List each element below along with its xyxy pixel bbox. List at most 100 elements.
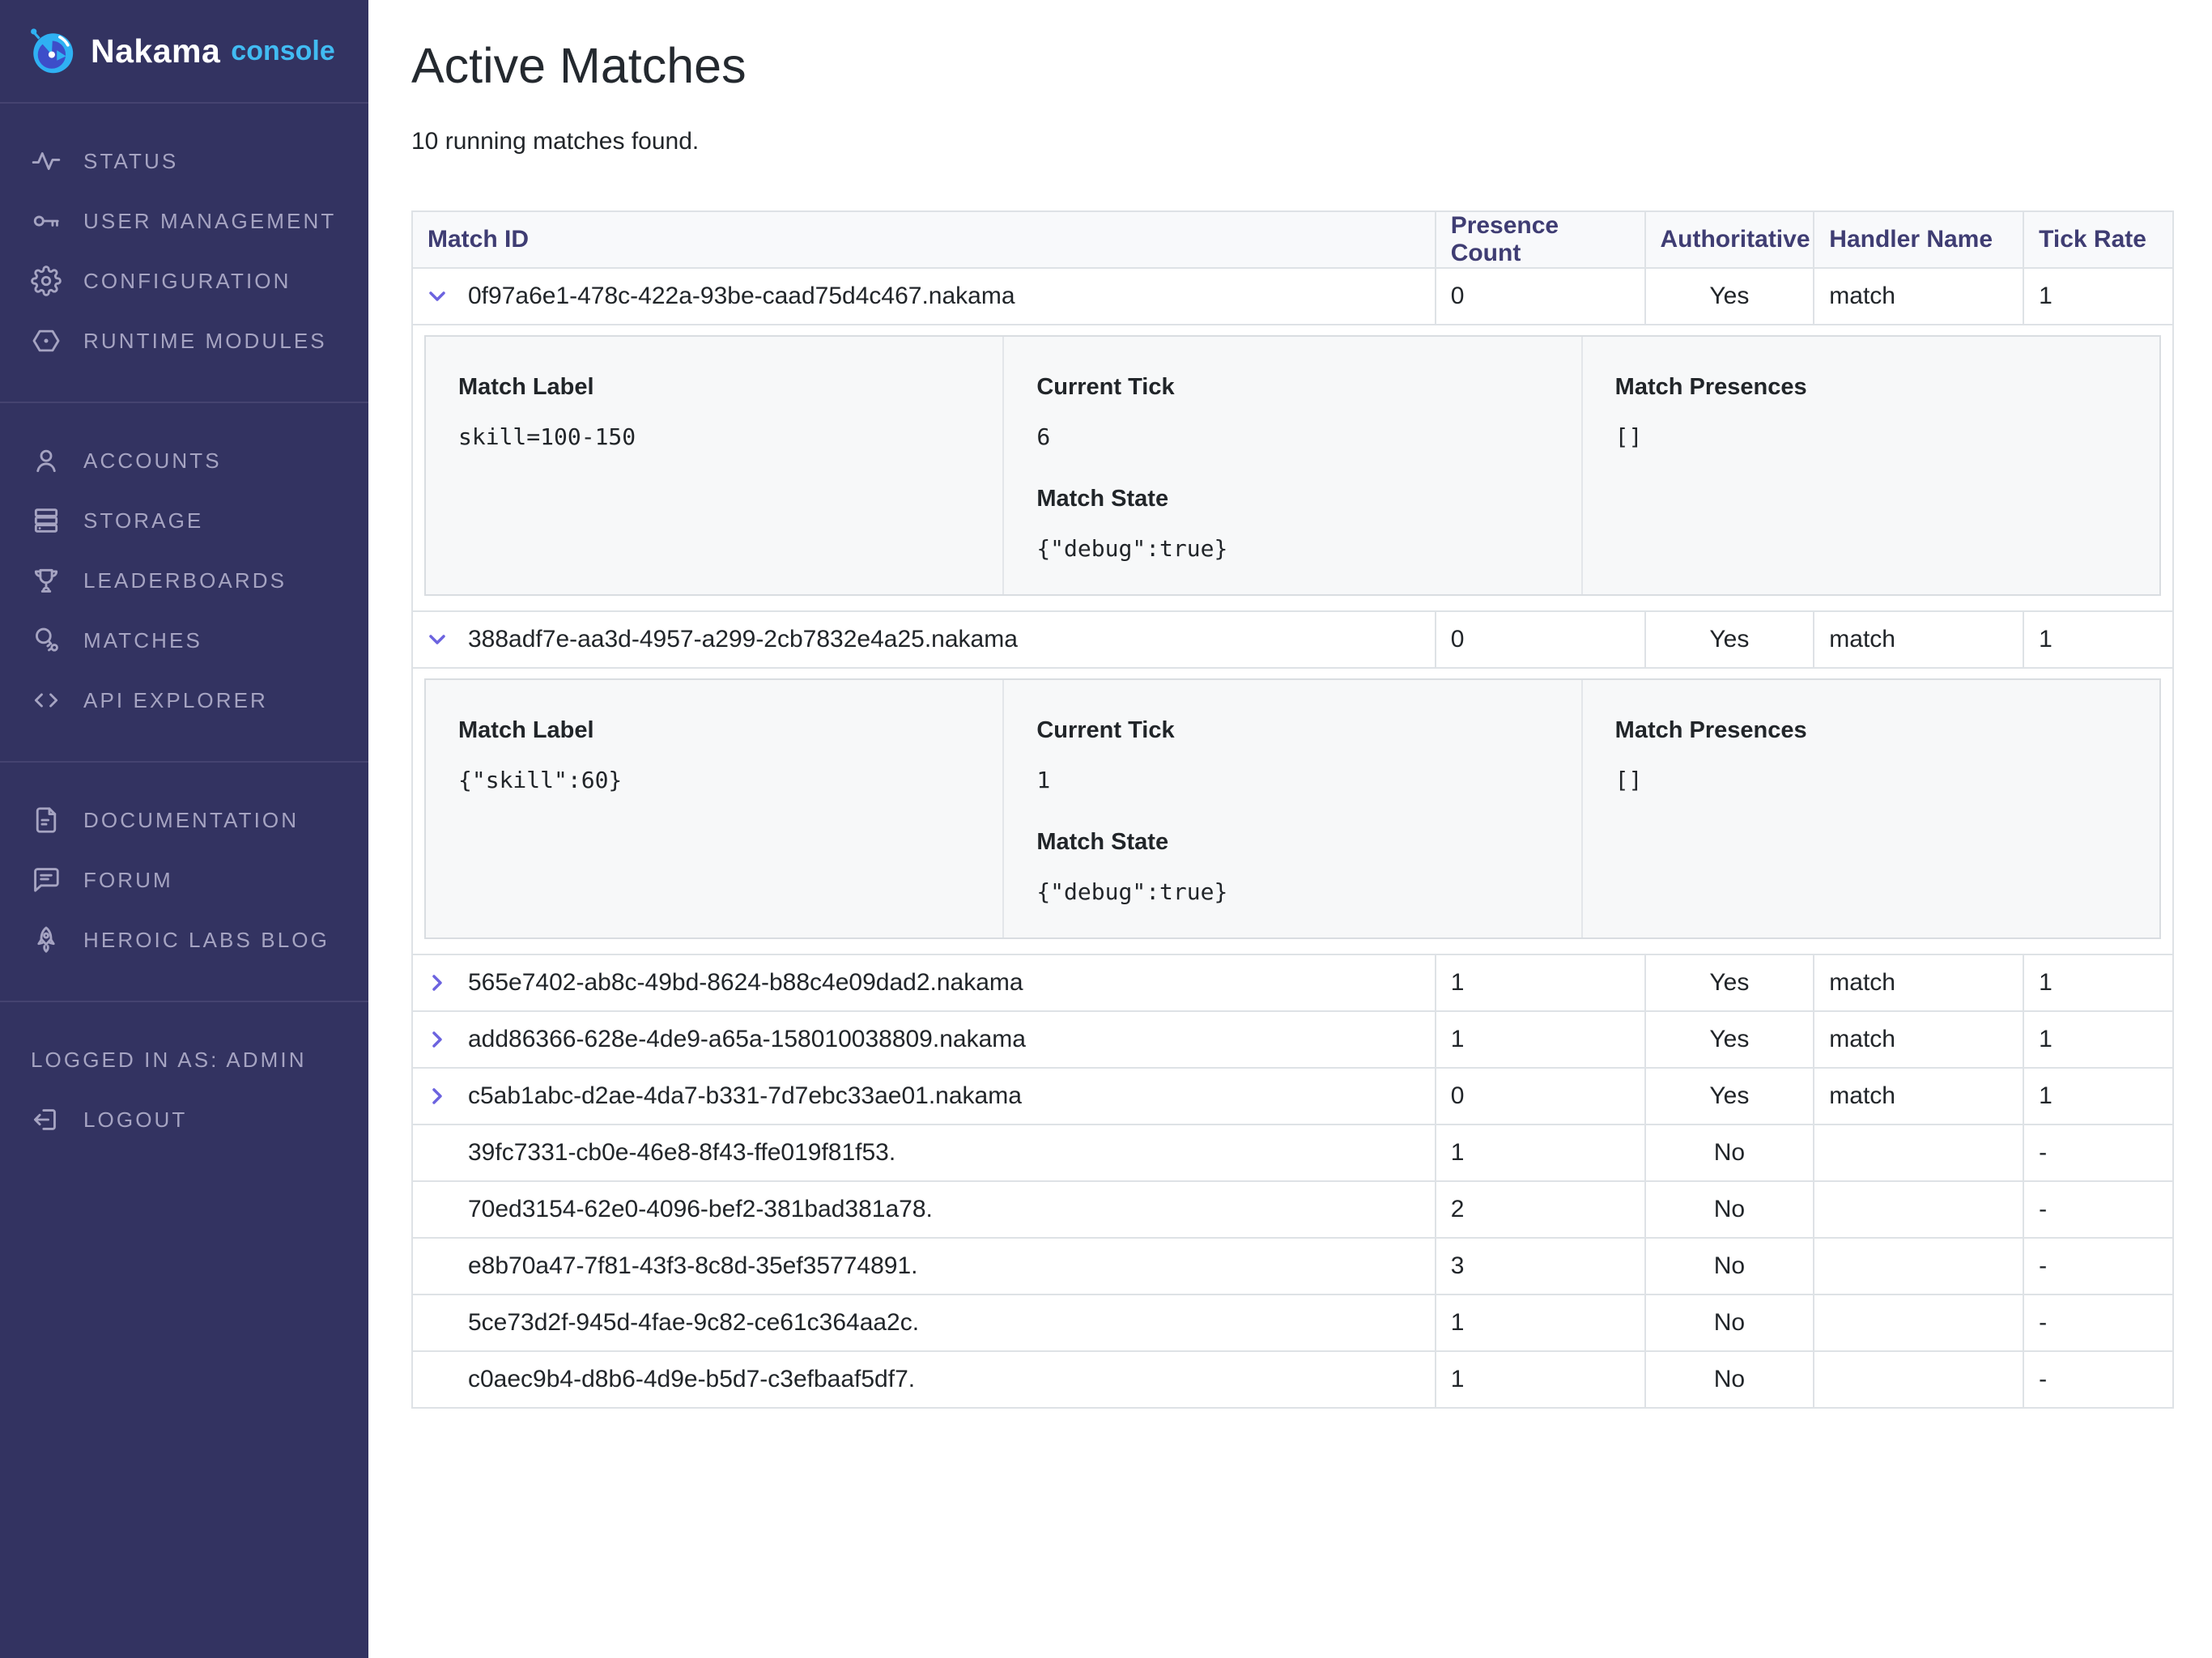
- match-state-title: Match State: [1036, 486, 1169, 512]
- match-presences-title: Match Presences: [1614, 374, 1807, 401]
- tick-rate: -: [2023, 1237, 2174, 1296]
- presence-count: 3: [1434, 1237, 1646, 1296]
- match-tick-state-section: Current Tick 1 Match State {"debug":true…: [1002, 680, 1580, 938]
- match-label-value: skill=100-150: [458, 423, 636, 451]
- matches-count-text: 10 running matches found.: [411, 128, 700, 155]
- presence-count: 1: [1434, 1294, 1646, 1353]
- match-id: c5ab1abc-d2ae-4da7-b331-7d7ebc33ae01.nak…: [468, 1082, 1022, 1110]
- presence-count: 2: [1434, 1180, 1646, 1239]
- sidebar-item-label: CONFIGURATION: [83, 268, 291, 293]
- hexagon-icon: [32, 329, 60, 352]
- sidebar-item-label: STATUS: [83, 148, 179, 173]
- table-row[interactable]: 0f97a6e1-478c-422a-93be-caad75d4c467.nak…: [411, 267, 2174, 326]
- sidebar-item-runtime-modules[interactable]: RUNTIME MODULES: [0, 311, 368, 371]
- presence-count: 1: [1434, 954, 1646, 1013]
- col-header-tick-rate: Tick Rate: [2023, 210, 2174, 270]
- sidebar: Nakama console STATUS USER MANAGEMENT CO…: [0, 0, 368, 1658]
- server-icon: [34, 508, 58, 533]
- table-row: c0aec9b4-d8b6-4d9e-b5d7-c3efbaaf5df7. 1 …: [411, 1350, 2174, 1409]
- match-id: 565e7402-ab8c-49bd-8624-b88c4e09dad2.nak…: [468, 969, 1023, 997]
- handler-name: match: [1813, 954, 2025, 1013]
- table-row[interactable]: c5ab1abc-d2ae-4da7-b331-7d7ebc33ae01.nak…: [411, 1067, 2174, 1126]
- matches-table: Match ID Presence Count Authoritative Ha…: [411, 210, 2174, 1409]
- tick-rate: -: [2023, 1124, 2174, 1183]
- chevron-down-icon[interactable]: [424, 283, 450, 309]
- presence-count: 1: [1434, 1350, 1646, 1409]
- code-icon: [34, 693, 58, 708]
- trophy-icon: [34, 568, 58, 593]
- sidebar-item-api-explorer[interactable]: API EXPLORER: [0, 670, 368, 730]
- match-detail-row: Match Label {"skill":60} Current Tick 1 …: [411, 667, 2174, 956]
- chat-bubble-icon: [34, 868, 59, 892]
- col-header-presence-count: Presence Count: [1434, 210, 1646, 270]
- sidebar-item-label: API EXPLORER: [83, 687, 268, 712]
- authoritative: No: [1644, 1180, 1815, 1239]
- match-presences-value: []: [1614, 423, 1643, 451]
- chevron-down-icon[interactable]: [424, 627, 450, 653]
- sidebar-item-configuration[interactable]: CONFIGURATION: [0, 251, 368, 311]
- sidebar-item-leaderboards[interactable]: LEADERBOARDS: [0, 551, 368, 610]
- nav-group-primary: STATUS USER MANAGEMENT CONFIGURATION RUN…: [0, 104, 368, 403]
- current-tick-value: 1: [1036, 767, 1051, 794]
- match-presences-value: []: [1614, 767, 1643, 794]
- matches-table-wrap: Match ID Presence Count Authoritative Ha…: [411, 210, 2174, 1409]
- handler-name: [1813, 1294, 2025, 1353]
- match-search-icon: [36, 627, 58, 652]
- authoritative: No: [1644, 1124, 1815, 1183]
- sidebar-item-label: STORAGE: [83, 508, 204, 533]
- table-row[interactable]: 388adf7e-aa3d-4957-a299-2cb7832e4a25.nak…: [411, 610, 2174, 670]
- sidebar-item-storage[interactable]: STORAGE: [0, 491, 368, 551]
- tick-rate: 1: [2023, 610, 2174, 670]
- authoritative: Yes: [1644, 1010, 1815, 1069]
- sidebar-item-label: RUNTIME MODULES: [83, 328, 327, 353]
- authoritative: No: [1644, 1350, 1815, 1409]
- match-state-title: Match State: [1036, 829, 1169, 856]
- sidebar-item-documentation[interactable]: DOCUMENTATION: [0, 790, 368, 850]
- authoritative: No: [1644, 1237, 1815, 1296]
- match-id: 5ce73d2f-945d-4fae-9c82-ce61c364aa2c.: [468, 1309, 920, 1337]
- sidebar-item-status[interactable]: STATUS: [0, 131, 368, 191]
- tick-rate: 1: [2023, 1010, 2174, 1069]
- chevron-right-icon[interactable]: [424, 970, 450, 996]
- logout-icon: [33, 1109, 56, 1130]
- logged-in-as-label: LOGGED IN AS: ADMIN: [31, 1047, 307, 1072]
- sidebar-item-accounts[interactable]: ACCOUNTS: [0, 431, 368, 491]
- match-presences-title: Match Presences: [1614, 717, 1807, 744]
- table-row[interactable]: 565e7402-ab8c-49bd-8624-b88c4e09dad2.nak…: [411, 954, 2174, 1013]
- presence-count: 1: [1434, 1010, 1646, 1069]
- sidebar-item-forum[interactable]: FORUM: [0, 850, 368, 910]
- presence-count: 0: [1434, 1067, 1646, 1126]
- sidebar-item-label: ACCOUNTS: [83, 448, 222, 473]
- sidebar-item-label: HEROIC LABS BLOG: [83, 927, 330, 952]
- match-tick-state-section: Current Tick 6 Match State {"debug":true…: [1002, 337, 1580, 595]
- authoritative: Yes: [1644, 1067, 1815, 1126]
- match-label-section: Match Label skill=100-150: [426, 337, 1002, 594]
- chevron-right-icon[interactable]: [424, 1027, 450, 1052]
- tick-rate: 1: [2023, 267, 2174, 326]
- brand-suffix: console: [231, 35, 335, 66]
- brand: Nakama console: [0, 0, 368, 104]
- sidebar-item-matches[interactable]: MATCHES: [0, 610, 368, 670]
- authoritative: Yes: [1644, 610, 1815, 670]
- nav-group-external: DOCUMENTATION FORUM HEROIC LABS BLOG: [0, 763, 368, 1002]
- chevron-right-icon[interactable]: [424, 1083, 450, 1109]
- logout-button[interactable]: LOGOUT: [0, 1090, 368, 1150]
- authoritative: No: [1644, 1294, 1815, 1353]
- tick-rate: 1: [2023, 1067, 2174, 1126]
- presence-count: 0: [1434, 267, 1646, 326]
- current-tick-value: 6: [1036, 423, 1051, 451]
- nav-group-secondary: ACCOUNTS STORAGE LEADERBOARDS MATCHES AP…: [0, 403, 368, 763]
- match-id: 388adf7e-aa3d-4957-a299-2cb7832e4a25.nak…: [468, 626, 1018, 653]
- sidebar-item-label: LEADERBOARDS: [83, 568, 287, 593]
- activity-icon: [32, 152, 61, 170]
- handler-name: [1813, 1237, 2025, 1296]
- sidebar-item-label: FORUM: [83, 867, 173, 892]
- col-header-authoritative: Authoritative: [1644, 210, 1815, 270]
- authoritative: Yes: [1644, 954, 1815, 1013]
- table-row[interactable]: add86366-628e-4de9-a65a-158010038809.nak…: [411, 1010, 2174, 1069]
- sidebar-item-user-management[interactable]: USER MANAGEMENT: [0, 191, 368, 251]
- sidebar-item-heroic-labs-blog[interactable]: HEROIC LABS BLOG: [0, 910, 368, 970]
- sidebar-item-label: USER MANAGEMENT: [83, 208, 337, 233]
- handler-name: [1813, 1350, 2025, 1409]
